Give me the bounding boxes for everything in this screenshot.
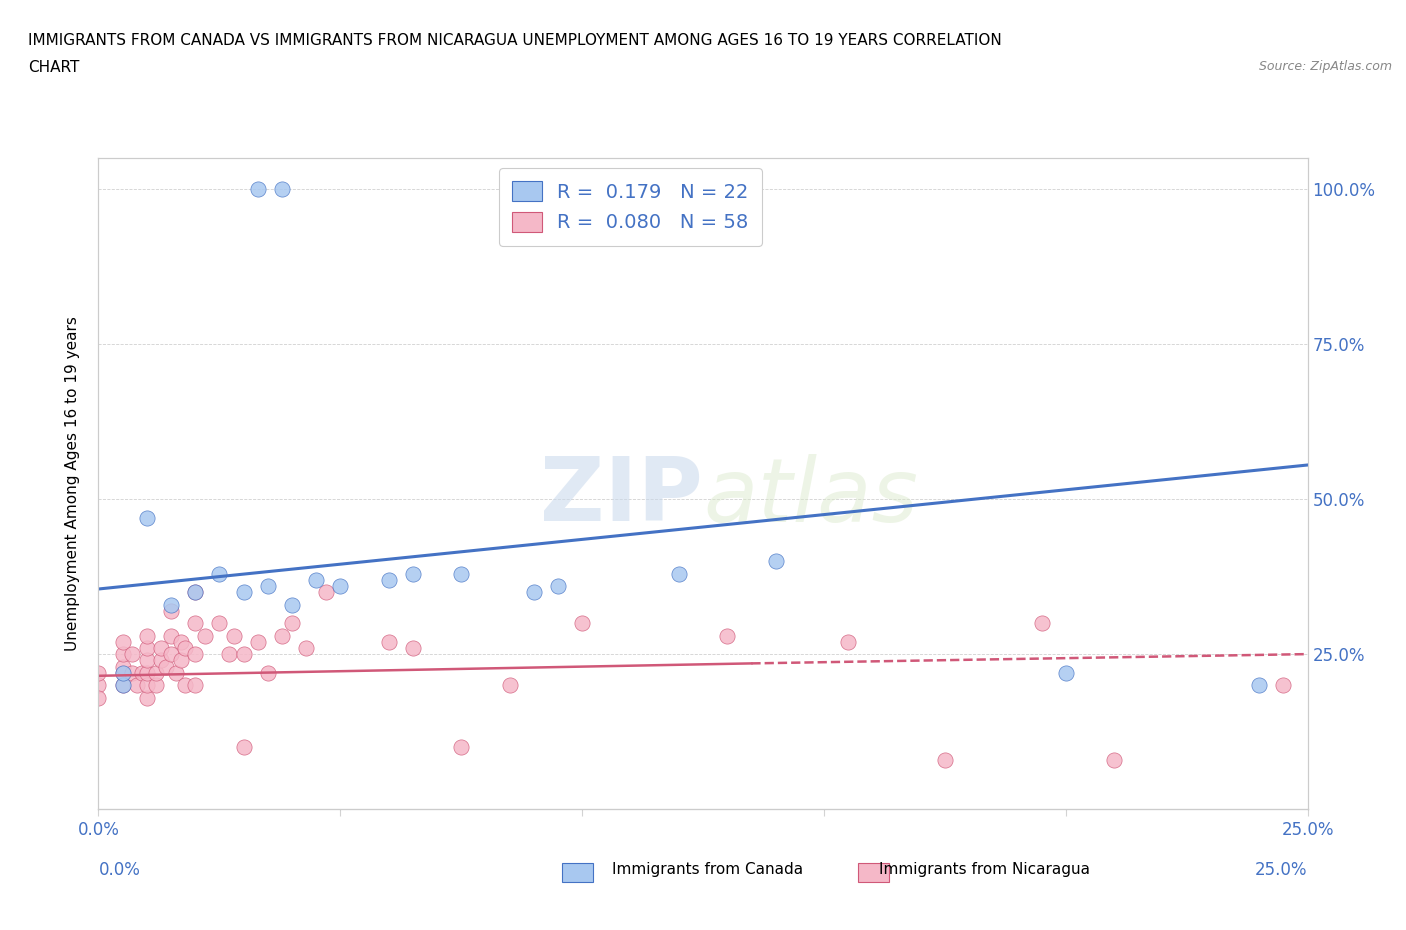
Point [934,752,956,767]
Point [135,628,157,643]
Point [222,628,245,643]
Point [184,646,207,661]
Point [247,181,270,196]
Point [87,665,110,680]
Text: Source: ZipAtlas.com: Source: ZipAtlas.com [1258,60,1392,73]
Bar [858,863,889,882]
Point [135,641,157,656]
Legend: R =  0.179   N = 22, R =  0.080   N = 58: R = 0.179 N = 22, R = 0.080 N = 58 [499,167,762,246]
Point [150,641,173,656]
Point [1249,678,1271,693]
Text: 25.0%: 25.0% [1256,860,1308,879]
Point [160,628,183,643]
Point [131,665,153,680]
Point [208,616,231,631]
Point [169,634,191,649]
Point [174,678,197,693]
Point [160,604,183,618]
Point [169,653,191,668]
Point [523,585,546,600]
Point [498,678,520,693]
Point [377,634,399,649]
Point [271,628,294,643]
Point [295,641,318,656]
Text: Immigrants from Canada: Immigrants from Canada [612,862,803,877]
Text: Immigrants from Nicaragua: Immigrants from Nicaragua [879,862,1090,877]
Point [402,566,425,581]
Point [174,641,197,656]
Point [194,628,217,643]
Point [155,659,177,674]
Point [232,646,254,661]
Point [160,646,183,661]
Point [232,739,254,754]
Point [315,585,337,600]
Point [111,665,134,680]
Text: 0.0%: 0.0% [98,860,141,879]
Point [111,634,134,649]
Point [1272,678,1295,693]
Point [145,678,167,693]
Y-axis label: Unemployment Among Ages 16 to 19 years: Unemployment Among Ages 16 to 19 years [65,316,80,651]
Point [837,634,859,649]
Point [111,659,134,674]
Point [165,665,187,680]
Point [121,665,143,680]
Text: atlas: atlas [703,454,918,539]
Point [135,690,157,705]
Point [1054,665,1077,680]
Text: ZIP: ZIP [540,453,703,540]
Point [135,678,157,693]
Point [87,678,110,693]
Point [668,566,690,581]
Point [281,597,304,612]
Point [232,585,254,600]
Point [150,653,173,668]
Point [135,665,157,680]
Point [450,566,472,581]
Text: IMMIGRANTS FROM CANADA VS IMMIGRANTS FROM NICARAGUA UNEMPLOYMENT AMONG AGES 16 T: IMMIGRANTS FROM CANADA VS IMMIGRANTS FRO… [28,33,1002,47]
Point [160,597,183,612]
Point [256,578,278,593]
Point [716,628,738,643]
Point [184,616,207,631]
Point [271,181,294,196]
Point [256,665,278,680]
Point [111,646,134,661]
Point [1102,752,1125,767]
Point [765,553,787,568]
Point [247,634,270,649]
Point [87,690,110,705]
Point [121,646,143,661]
Point [135,653,157,668]
Point [329,578,352,593]
Point [1031,616,1053,631]
Point [305,572,328,587]
Point [184,585,207,600]
Point [184,585,207,600]
Point [111,678,134,693]
Point [281,616,304,631]
Point [184,678,207,693]
Point [571,616,593,631]
Point [145,665,167,680]
Point [402,641,425,656]
Point [135,511,157,525]
Point [127,678,149,693]
Text: CHART: CHART [28,60,80,75]
Point [111,665,134,680]
Point [547,578,569,593]
Point [377,572,399,587]
Point [450,739,472,754]
Point [218,646,240,661]
Bar [562,863,593,882]
Point [111,678,134,693]
Point [208,566,231,581]
